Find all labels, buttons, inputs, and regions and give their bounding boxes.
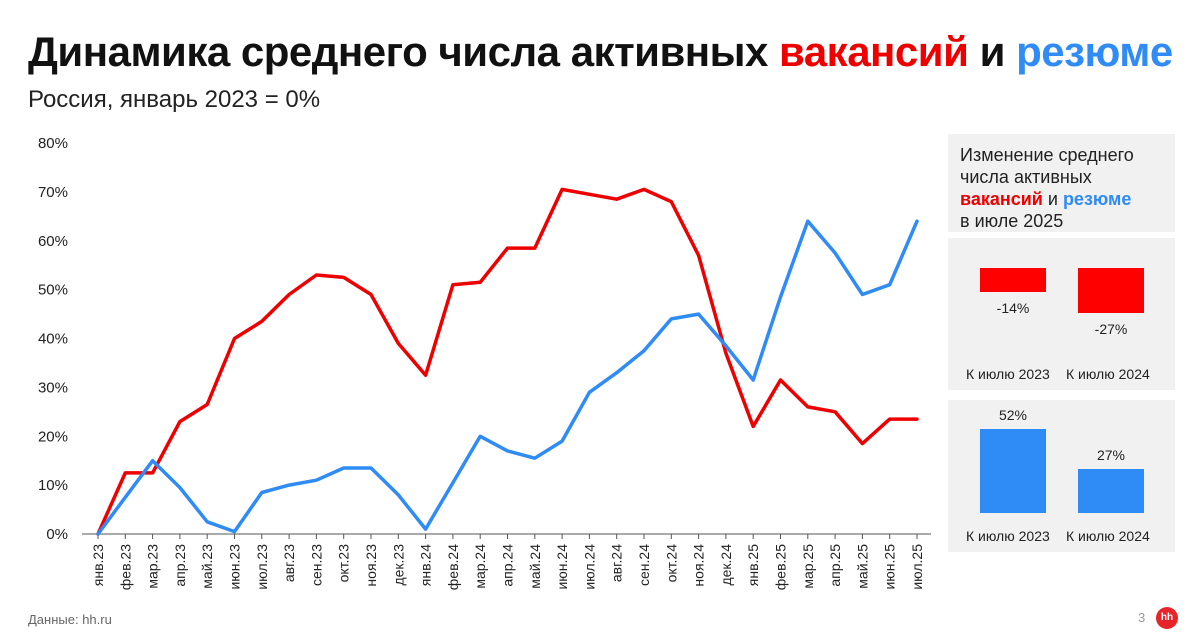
resumes-category-2023: К июлю 2023	[966, 528, 1050, 544]
x-tick-label: мар.23	[145, 544, 161, 589]
x-tick-label: фев.25	[773, 544, 789, 590]
x-tick-label: дек.23	[390, 544, 406, 586]
x-tick-label: дек.24	[718, 544, 734, 586]
x-tick-label: мар.25	[800, 544, 816, 589]
x-tick-label: окт.23	[336, 544, 352, 583]
y-tick-label: 70%	[38, 184, 68, 201]
x-tick-label: сен.24	[636, 544, 652, 586]
x-tick-label: май.24	[527, 544, 543, 589]
x-tick-label: фев.23	[117, 544, 133, 590]
x-tick-label: июл.25	[909, 544, 925, 590]
y-tick-label: 30%	[38, 379, 68, 396]
data-source: Данные: hh.ru	[28, 612, 112, 627]
x-tick-label: ноя.23	[363, 544, 379, 587]
side-header-line4: в июле 2025	[960, 211, 1064, 231]
vacancies-bar-2023	[980, 268, 1046, 292]
x-tick-label: апр.23	[172, 544, 188, 587]
title-vacancies-word: вакансий	[779, 28, 969, 75]
side-header-line1: Изменение среднего	[960, 145, 1134, 165]
resumes-value-2024: 27%	[1096, 447, 1126, 463]
title-resumes-word: резюме	[1016, 28, 1173, 75]
x-tick-label: авг.24	[609, 544, 625, 582]
x-tick-label: апр.25	[827, 544, 843, 587]
x-tick-label: июн.25	[882, 544, 898, 590]
side-panel-header: Изменение среднего числа активных ваканс…	[948, 134, 1175, 232]
page-subtitle: Россия, январь 2023 = 0%	[28, 86, 321, 113]
title-text: Динамика среднего числа активных	[28, 28, 780, 75]
x-tick-label: мар.24	[472, 544, 488, 589]
y-tick-label: 60%	[38, 233, 68, 250]
x-tick-label: фев.24	[445, 544, 461, 590]
line-chart: 0% 10% 20% 30% 40% 50% 60% 70% 80% янв.23 фев.23 ма…	[38, 135, 931, 590]
y-tick-label: 0%	[46, 526, 68, 543]
x-tick-label: июн.24	[554, 544, 570, 590]
y-tick-label: 80%	[38, 135, 68, 152]
x-tick-label: янв.23	[90, 544, 106, 586]
x-tick-label: янв.25	[745, 544, 761, 586]
vacancies-category-2024: К июлю 2024	[1066, 366, 1150, 382]
vacancies-value-2024: -27%	[1094, 321, 1128, 337]
resumes-category-2024: К июлю 2024	[1066, 528, 1150, 544]
y-tick-label: 50%	[38, 282, 68, 299]
vacancies-change-panel: -14% -27% К июлю 2023 К июлю 2024	[948, 238, 1175, 390]
resumes-change-panel: 52% 27% К июлю 2023 К июлю 2024	[948, 400, 1175, 552]
vacancies-bar-2024	[1078, 268, 1144, 313]
y-tick-label: 40%	[38, 331, 68, 348]
vacancies-series-line	[96, 187, 919, 536]
side-header-line2: числа активных	[960, 167, 1092, 187]
side-header-vacancies: вакансий	[960, 189, 1043, 209]
vacancies-category-2023: К июлю 2023	[966, 366, 1050, 382]
vacancies-value-2023: -14%	[996, 300, 1030, 316]
resumes-bar-2024	[1078, 469, 1144, 513]
page-number: 3	[1138, 610, 1146, 625]
resumes-value-2023: 52%	[998, 407, 1028, 423]
side-header-resumes: резюме	[1062, 189, 1132, 209]
x-tick-label: июн.23	[227, 544, 243, 590]
y-tick-label: 10%	[38, 477, 68, 494]
x-tick-label: ноя.24	[691, 544, 707, 587]
x-tick-label: окт.24	[663, 544, 679, 583]
x-tick-label: авг.23	[281, 544, 297, 582]
x-tick-label: июл.24	[581, 544, 597, 590]
side-header-and: и	[1042, 189, 1063, 209]
resumes-bar-2023	[980, 429, 1046, 513]
x-tick-label: май.25	[854, 544, 870, 589]
title-and-word: и	[968, 28, 1017, 75]
y-tick-label: 20%	[38, 428, 68, 445]
x-tick-label: апр.24	[500, 544, 516, 587]
x-tick-label: сен.23	[308, 544, 324, 586]
resumes-series-line	[96, 219, 919, 536]
x-tick-label: май.23	[199, 544, 215, 589]
x-tick-label: июл.23	[254, 544, 270, 590]
page-title: Динамика среднего числа активных ваканси…	[28, 28, 1173, 76]
hh-logo: hh	[1156, 607, 1178, 629]
x-tick-label: янв.24	[418, 544, 434, 586]
